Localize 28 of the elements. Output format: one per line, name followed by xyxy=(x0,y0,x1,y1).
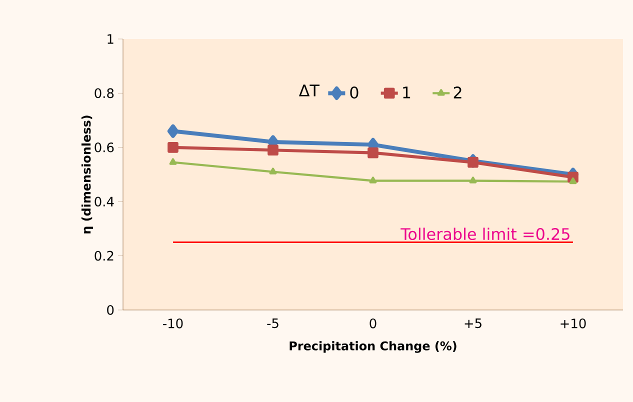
x-tick-label: -5 xyxy=(267,318,278,328)
point xyxy=(169,158,177,165)
y-tick-label: 0 xyxy=(107,305,114,315)
legend-label: 0 xyxy=(350,86,358,99)
point xyxy=(268,144,278,156)
point xyxy=(369,176,377,184)
x-tick-label: 0 xyxy=(370,318,376,328)
point xyxy=(468,156,478,168)
legend-title: ΔT xyxy=(298,84,320,96)
legend-label: 1 xyxy=(403,86,410,98)
point xyxy=(168,142,178,153)
point xyxy=(368,147,378,158)
legend-label: 2 xyxy=(454,86,462,98)
y-tick-label: 0.6 xyxy=(94,142,114,152)
y-tick-label: 0.2 xyxy=(94,250,114,261)
point xyxy=(269,168,277,174)
y-tick-label: 0.4 xyxy=(94,196,114,206)
y-tick-label: 1 xyxy=(108,34,114,44)
x-tick-label: +10 xyxy=(560,318,586,328)
y-tick-label: 0.8 xyxy=(94,88,114,98)
x-axis-title: Precipitation Change (%) xyxy=(290,341,456,353)
ref-line-label: Tollerable limit =0.25 xyxy=(400,228,570,240)
x-tick-label: -10 xyxy=(163,318,183,328)
point xyxy=(469,176,477,184)
x-tick-label: +5 xyxy=(464,318,482,328)
point xyxy=(167,124,179,138)
point xyxy=(569,177,577,184)
y-axis-title: η (dimensionless) xyxy=(81,116,94,234)
